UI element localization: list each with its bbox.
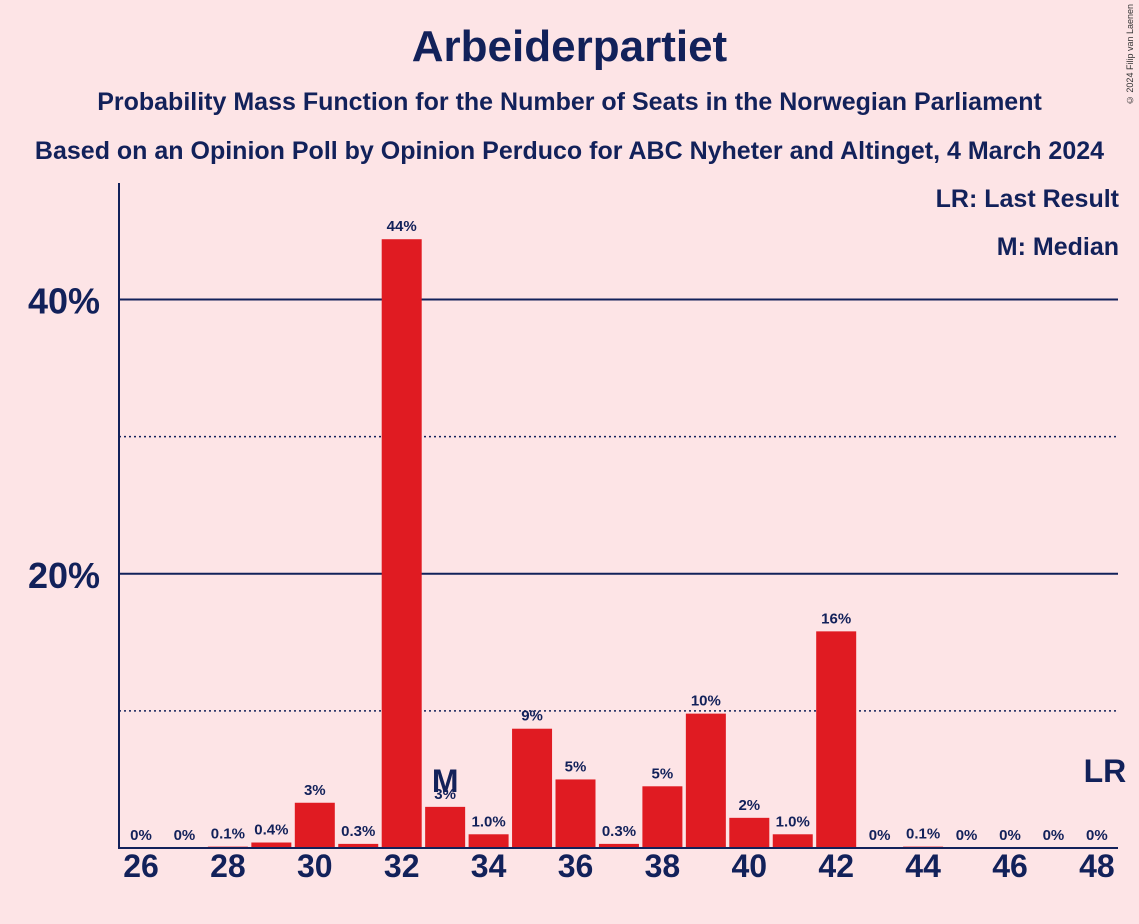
x-tick-label-38: 38 <box>645 848 681 884</box>
x-tick-label-34: 34 <box>471 848 507 884</box>
x-tick-label-32: 32 <box>384 848 420 884</box>
median-marker: M <box>432 763 459 799</box>
bar-seat-42 <box>816 631 857 848</box>
x-tick-label-44: 44 <box>905 848 941 884</box>
bar-label-seat-36: 5% <box>565 758 587 775</box>
bar-label-seat-29: 0.4% <box>254 822 288 839</box>
bar-seat-40 <box>729 817 770 848</box>
bar-label-seat-35: 9% <box>521 708 543 725</box>
bar-seat-38 <box>642 786 683 848</box>
x-tick-label-28: 28 <box>210 848 246 884</box>
bar-seat-32 <box>381 239 422 848</box>
bar-label-seat-31: 0.3% <box>341 823 375 840</box>
bar-seat-36 <box>555 779 596 848</box>
x-tick-label-30: 30 <box>297 848 333 884</box>
bar-label-seat-38: 5% <box>652 765 674 782</box>
x-tick-label-46: 46 <box>992 848 1028 884</box>
x-tick-label-26: 26 <box>123 848 159 884</box>
bar-seat-37 <box>598 843 639 848</box>
bar-seat-39 <box>685 713 726 848</box>
bar-seat-41 <box>772 834 813 848</box>
y-tick-label-20: 20% <box>28 555 100 596</box>
x-tick-label-48: 48 <box>1079 848 1115 884</box>
bar-label-seat-42: 16% <box>821 610 851 627</box>
bar-label-seat-32: 44% <box>387 218 417 235</box>
chart-title: Arbeiderpartiet <box>411 22 728 71</box>
x-tick-label-36: 36 <box>558 848 594 884</box>
legend-last-result: LR: Last Result <box>935 185 1119 213</box>
bar-label-seat-39: 10% <box>691 693 721 710</box>
bar-label-seat-28: 0.1% <box>211 826 245 843</box>
bar-label-seat-48: 0% <box>1086 827 1108 844</box>
x-tick-label-40: 40 <box>732 848 768 884</box>
bar-label-seat-34: 1.0% <box>471 813 505 830</box>
bar-label-seat-44: 0.1% <box>906 826 940 843</box>
y-tick-label-40: 40% <box>28 281 100 322</box>
bar-label-seat-33: 3% <box>434 786 456 803</box>
chart-subtitle: Probability Mass Function for the Number… <box>97 88 1042 116</box>
legend-median: M: Median <box>996 233 1119 261</box>
last-result-marker: LR <box>1084 753 1127 789</box>
chart-source: Based on an Opinion Poll by Opinion Perd… <box>34 137 1105 165</box>
bar-seat-29 <box>251 842 292 848</box>
bar-label-seat-45: 0% <box>956 827 978 844</box>
bar-seat-30 <box>294 802 335 848</box>
bar-label-seat-26: 0% <box>130 827 152 844</box>
bar-label-seat-40: 2% <box>738 797 760 814</box>
bar-seat-31 <box>338 843 379 848</box>
bar-seat-34 <box>468 834 509 848</box>
bar-label-seat-41: 1.0% <box>776 813 810 830</box>
bar-label-seat-47: 0% <box>1043 827 1065 844</box>
bar-label-seat-30: 3% <box>304 782 326 799</box>
bar-seat-33 <box>425 806 466 848</box>
bar-label-seat-37: 0.3% <box>602 823 636 840</box>
bar-label-seat-46: 0% <box>999 827 1021 844</box>
bar-label-seat-43: 0% <box>869 827 891 844</box>
bar-label-seat-27: 0% <box>174 827 196 844</box>
x-tick-label-42: 42 <box>818 848 854 884</box>
bar-seat-35 <box>512 728 553 848</box>
